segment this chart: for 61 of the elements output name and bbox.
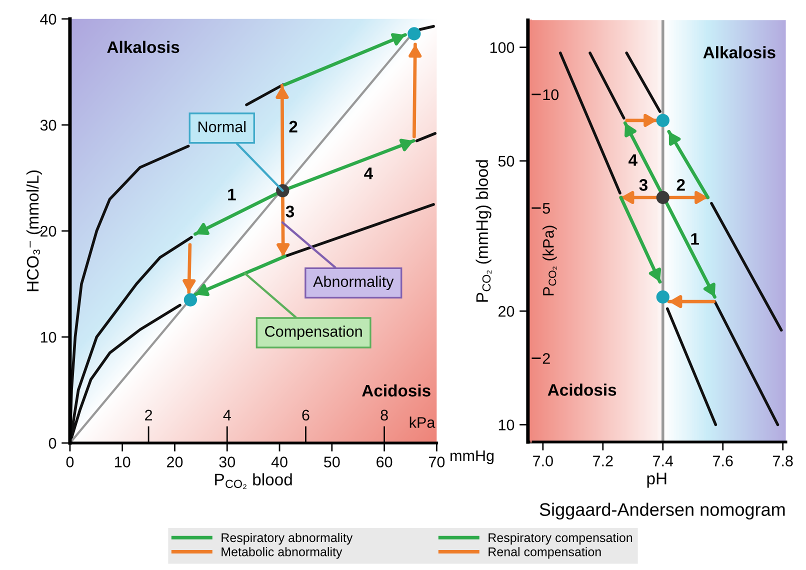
x-tick-label: 10 <box>115 456 130 468</box>
annotation: 2 <box>289 120 298 132</box>
annotation: 1 <box>691 233 699 245</box>
x-tick-label: 0 <box>66 456 74 468</box>
point <box>656 114 670 128</box>
legend-label: Renal compensation <box>488 547 601 559</box>
text: mmHg <box>450 450 494 464</box>
y-axis-title: HCO₃⁻ (mmol/L) <box>26 170 42 292</box>
x2-tick-label: 2 <box>145 410 152 420</box>
legend-label: Respiratory compensation <box>488 532 632 545</box>
annotation: Compensation <box>265 326 362 340</box>
y-tick-label: 2 <box>542 353 550 364</box>
x-axis-title: P$_{CO₂}$ blood <box>215 473 292 489</box>
text: Siggaard-Andersen nomogram <box>540 502 785 520</box>
y-tick-label: 50 <box>498 156 514 167</box>
annotation: Normal <box>198 121 246 132</box>
x-tick-label: 30 <box>219 456 236 468</box>
y-tick-label: 20 <box>498 306 514 317</box>
legend-label: Respiratory abnormality <box>222 532 353 545</box>
annotation: Acidosis <box>548 384 616 396</box>
y-tick-label: 40 <box>40 14 56 25</box>
annotation: 4 <box>628 154 638 166</box>
y-tick-label: 0 <box>48 438 56 449</box>
y-tick-label: 30 <box>40 120 56 131</box>
annotation: 1 <box>228 188 236 200</box>
annotation: Acidosis <box>362 384 430 397</box>
x2-tick-label: 6 <box>302 410 310 421</box>
x-tick-label: 7.8 <box>773 456 793 466</box>
x-tick-label: 7.6 <box>713 456 733 466</box>
x2-tick-label: 8 <box>380 410 388 421</box>
annotation: Alkalosis <box>107 40 180 54</box>
x-tick-label: 7.0 <box>533 456 553 466</box>
x2-axis-title: kPa <box>410 416 436 428</box>
y-axis-title: P$_{CO₂}$ (mmHg) blood <box>476 160 492 302</box>
legend-label: Metabolic abnormality <box>222 547 342 559</box>
y-tick-label: 5 <box>542 203 550 214</box>
y-tick-label: 10 <box>498 420 514 430</box>
x-tick-label: 7.4 <box>653 456 674 466</box>
annotation: Alkalosis <box>703 46 776 58</box>
annotation: 2 <box>676 179 685 191</box>
point <box>656 290 670 304</box>
x-tick-label: 20 <box>167 456 183 468</box>
annotation: 3 <box>286 206 294 218</box>
point <box>656 190 670 204</box>
annotation: 3 <box>639 179 648 191</box>
annotation: 4 <box>364 168 374 180</box>
x-axis-title: pH <box>647 472 666 488</box>
y-axis-title: P$_{CO₂}$ (kPa) <box>542 226 558 296</box>
x-tick-label: 40 <box>271 456 288 468</box>
x-tick-label: 60 <box>376 456 392 468</box>
x-tick-label: 50 <box>324 456 340 468</box>
y-tick-label: 10 <box>40 332 56 343</box>
x2-tick-label: 4 <box>223 410 231 420</box>
x-tick-label: 7.2 <box>593 456 613 466</box>
y-tick-label: 20 <box>40 226 56 237</box>
x-tick-label: 70 <box>428 456 445 468</box>
y-tick-label: 10 <box>543 89 559 100</box>
point <box>408 27 421 40</box>
point <box>184 293 198 306</box>
annotation: Abnormality <box>313 276 394 290</box>
y-tick-label: 100 <box>490 42 514 53</box>
